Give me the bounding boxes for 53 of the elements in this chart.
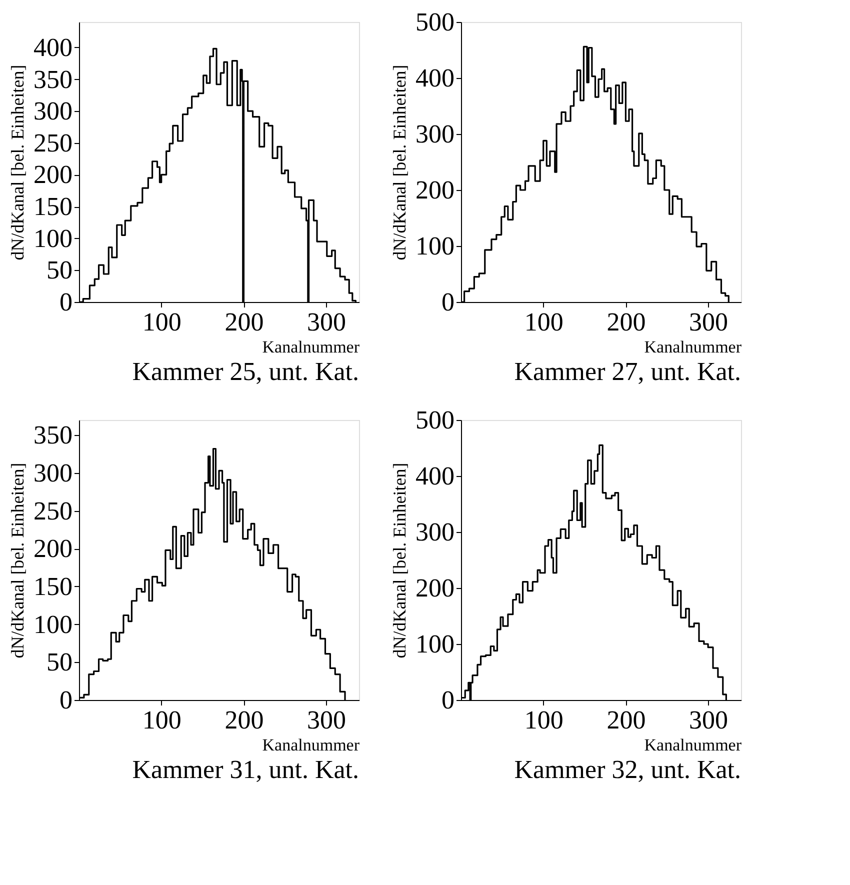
x-tick-label: 200 bbox=[606, 706, 646, 734]
y-tick-label: 400 bbox=[34, 32, 72, 62]
x-tick-label: 100 bbox=[524, 706, 564, 734]
y-tick-label: 100 bbox=[416, 232, 454, 260]
y-tick-label: 100 bbox=[34, 224, 72, 253]
y-tick-label: 150 bbox=[34, 192, 72, 222]
x-tick-label: 200 bbox=[606, 308, 646, 336]
x-tick-label: 300 bbox=[689, 706, 728, 734]
x-tick-label: 100 bbox=[142, 706, 182, 734]
y-tick-label: 250 bbox=[34, 496, 72, 526]
text: Kammer 32, unt. Kat. bbox=[514, 755, 741, 784]
y-axis-title: dN/dKanal [bel. Einheiten] bbox=[390, 462, 410, 658]
y-tick-label: 0 bbox=[60, 288, 72, 316]
y-tick-label: 400 bbox=[416, 462, 454, 490]
x-axis-title: Kanalnummer bbox=[262, 736, 360, 754]
y-tick-label: 200 bbox=[34, 534, 72, 564]
y-tick-label: 150 bbox=[34, 572, 72, 601]
y-tick-label: 200 bbox=[416, 176, 454, 204]
x-tick-label: 100 bbox=[524, 308, 564, 336]
x-tick-label: 200 bbox=[224, 706, 264, 734]
y-tick-label: 100 bbox=[416, 630, 454, 658]
text: Kammer 27, unt. Kat. bbox=[514, 357, 741, 386]
y-tick-label: 300 bbox=[34, 96, 72, 126]
y-tick-label: 0 bbox=[442, 686, 454, 714]
y-axis-title: dN/dKanal [bel. Einheiten] bbox=[390, 64, 410, 260]
y-tick-label: 500 bbox=[416, 406, 454, 434]
y-tick-label: 50 bbox=[46, 648, 72, 677]
y-tick-label: 500 bbox=[416, 8, 454, 36]
y-axis-title: dN/dKanal [bel. Einheiten] bbox=[8, 462, 28, 658]
x-axis-title: Kanalnummer bbox=[644, 338, 742, 356]
x-tick-label: 300 bbox=[689, 308, 728, 336]
y-tick-label: 300 bbox=[34, 458, 72, 488]
x-axis-title: Kanalnummer bbox=[644, 736, 742, 754]
y-tick-label: 300 bbox=[416, 120, 454, 148]
x-tick-label: 300 bbox=[307, 706, 346, 734]
y-axis-title: dN/dKanal [bel. Einheiten] bbox=[8, 64, 28, 260]
y-tick-label: 200 bbox=[416, 574, 454, 602]
y-tick-label: 350 bbox=[34, 420, 72, 450]
y-tick-label: 100 bbox=[34, 610, 72, 639]
x-tick-label: 300 bbox=[307, 308, 346, 336]
x-tick-label: 200 bbox=[224, 308, 264, 336]
y-tick-label: 350 bbox=[34, 64, 72, 94]
text: Kammer 31, unt. Kat. bbox=[132, 755, 359, 784]
y-tick-label: 400 bbox=[416, 64, 454, 92]
y-tick-label: 250 bbox=[34, 128, 72, 158]
x-axis-title: Kanalnummer bbox=[262, 338, 360, 356]
y-tick-label: 200 bbox=[34, 160, 72, 190]
y-tick-label: 0 bbox=[442, 288, 454, 316]
text: Kammer 25, unt. Kat. bbox=[132, 357, 359, 386]
y-tick-label: 0 bbox=[60, 686, 72, 714]
x-tick-label: 100 bbox=[142, 308, 182, 336]
y-tick-label: 50 bbox=[46, 256, 72, 285]
y-tick-label: 300 bbox=[416, 518, 454, 546]
